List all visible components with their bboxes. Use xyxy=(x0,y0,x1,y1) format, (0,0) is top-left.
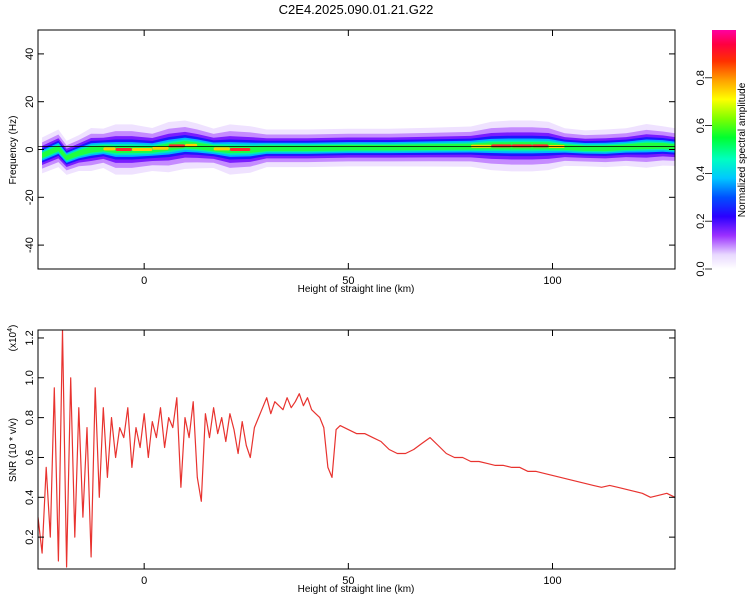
spectrogram-peak xyxy=(131,148,153,151)
snr-x-tick-label: 0 xyxy=(141,575,147,587)
snr-x-axis-title: Height of straight line (km) xyxy=(298,584,415,595)
snr-x-tick-label: 50 xyxy=(342,575,354,587)
snr-y-tick-label: 1.2 xyxy=(24,330,36,345)
snr-scale-text: (x10 xyxy=(8,331,19,351)
colorbar-tick-label: 0.0 xyxy=(695,261,707,276)
spectrogram-y-axis-title: Frequency (Hz) xyxy=(8,116,19,185)
spectrogram-y-axis: 40 20 0 -20 -40 xyxy=(24,48,675,253)
spectrogram-peak xyxy=(213,147,230,151)
snr-line xyxy=(38,330,675,568)
spectrogram-peak xyxy=(168,144,185,148)
snr-scale-close: ) xyxy=(8,325,19,328)
colorbar: 0.0 0.2 0.4 0.6 0.8 Normalized spectral ampl… xyxy=(695,30,748,277)
spectrogram-peak xyxy=(511,144,533,148)
spectrogram-peak xyxy=(103,147,116,151)
snr-y-axis: 0.2 0.4 0.6 0.8 1.0 1.2 xyxy=(24,330,675,545)
snr-frame xyxy=(37,329,676,570)
spectrogram-panel: 0 50 100 40 20 0 -20 -40 Height of straight li… xyxy=(8,29,676,295)
colorbar-tick-label: 0.4 xyxy=(695,166,707,181)
spectrogram-peak xyxy=(152,146,169,150)
colorbar-title: Normalized spectral amplitude xyxy=(737,82,748,217)
colorbar-tick-label: 0.6 xyxy=(695,118,707,133)
colorbar-tick-label: 0.8 xyxy=(695,70,707,85)
spectrogram-peak xyxy=(532,144,549,148)
spectrogram-y-tick-label: 20 xyxy=(24,96,36,108)
spectrogram-y-tick-label: -40 xyxy=(24,237,36,253)
spectrogram-y-tick-label: -20 xyxy=(24,189,36,205)
snr-y-tick-label: 0.4 xyxy=(24,490,36,505)
snr-y-tick-label: 0.6 xyxy=(24,450,36,465)
snr-y-tick-label: 0.8 xyxy=(24,410,36,425)
chart-title: C2E4.2025.090.01.21.G22 xyxy=(279,2,434,17)
snr-y-tick-label: 1.0 xyxy=(24,370,36,385)
snr-series xyxy=(38,330,675,568)
snr-scale-exponent: 4 xyxy=(7,328,14,332)
spectrogram-peak xyxy=(185,143,198,147)
snr-x-axis: 0 50 100 xyxy=(141,330,562,587)
snr-scale-factor: (x104) xyxy=(7,325,19,352)
spectrogram-x-tick-label: 0 xyxy=(141,275,147,287)
spectrogram-y-tick-label: 0 xyxy=(24,146,36,152)
spectrogram-x-axis-title: Height of straight line (km) xyxy=(298,284,415,295)
spectrogram-peak xyxy=(229,148,251,151)
spectrogram-x-tick-label: 100 xyxy=(543,275,561,287)
snr-y-axis-title: SNR (10 * v/v) xyxy=(8,418,19,482)
spectrogram-x-tick-label: 50 xyxy=(342,275,354,287)
colorbar-gradient xyxy=(712,30,736,269)
snr-panel: 0 50 100 0.2 0.4 0.6 0.8 1.0 1.2 Height of stra… xyxy=(7,325,676,595)
spectrogram-peak xyxy=(491,144,512,148)
spectrogram-x-axis: 0 50 100 xyxy=(141,30,562,287)
spectrogram-peak xyxy=(115,148,132,151)
colorbar-ticks: 0.0 0.2 0.4 0.6 0.8 xyxy=(695,70,712,277)
colorbar-tick-label: 0.2 xyxy=(695,214,707,229)
snr-x-tick-label: 100 xyxy=(543,575,561,587)
spectrogram-ridge xyxy=(42,120,675,175)
snr-y-tick-label: 0.2 xyxy=(24,529,36,544)
spectrogram-y-tick-label: 40 xyxy=(24,48,36,60)
